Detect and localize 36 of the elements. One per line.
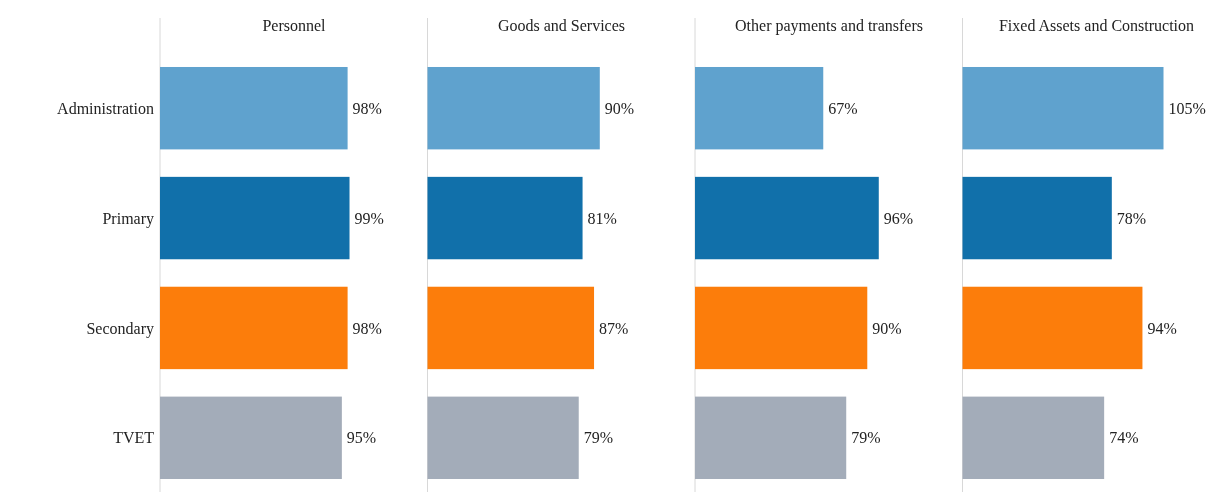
bar bbox=[427, 286, 595, 370]
data-label: 74% bbox=[1109, 429, 1139, 447]
data-label: 96% bbox=[883, 209, 914, 227]
data-label: 99% bbox=[354, 209, 384, 227]
data-label: 105% bbox=[1168, 99, 1206, 117]
data-label: 81% bbox=[587, 209, 617, 227]
y-tick-label: Administration bbox=[57, 99, 154, 117]
data-label: 95% bbox=[346, 429, 377, 447]
bar bbox=[695, 66, 824, 150]
bar bbox=[427, 66, 600, 150]
bar bbox=[962, 396, 1105, 480]
data-label: 94% bbox=[1147, 319, 1177, 337]
data-label: 90% bbox=[604, 99, 635, 117]
chart-title: Fixed Assets and Construction bbox=[998, 17, 1195, 34]
y-tick-label: Primary bbox=[102, 209, 154, 228]
bar bbox=[427, 396, 579, 480]
bar bbox=[695, 176, 879, 260]
chart-title: Other payments and transfers bbox=[735, 17, 923, 35]
data-label: 98% bbox=[352, 319, 382, 337]
data-label: 98% bbox=[352, 99, 382, 117]
bar bbox=[695, 396, 847, 480]
bar bbox=[962, 176, 1112, 260]
bar bbox=[962, 286, 1143, 370]
bar bbox=[695, 286, 868, 370]
data-label: 87% bbox=[599, 319, 629, 337]
y-tick-label: Secondary bbox=[86, 319, 154, 338]
bar bbox=[962, 66, 1164, 150]
chart-title: Personnel bbox=[262, 17, 327, 34]
chart-title: Goods and Services bbox=[497, 17, 626, 34]
data-label: 90% bbox=[872, 319, 902, 337]
data-label: 67% bbox=[828, 99, 858, 117]
data-label: 79% bbox=[583, 429, 614, 447]
data-label: 78% bbox=[1116, 209, 1147, 227]
y-tick-label: TVET bbox=[113, 429, 155, 447]
data-label: 79% bbox=[851, 429, 881, 447]
bar bbox=[427, 176, 583, 260]
